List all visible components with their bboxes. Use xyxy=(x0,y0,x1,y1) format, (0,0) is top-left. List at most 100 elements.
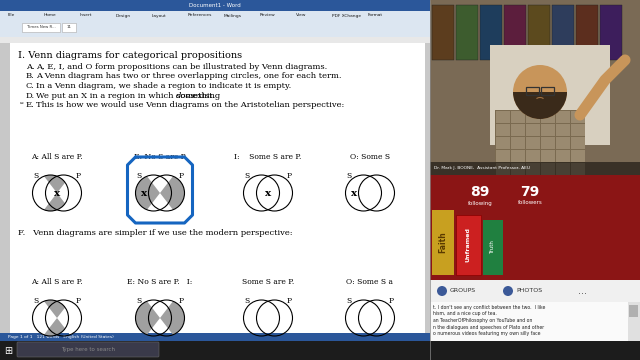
Text: E.: E. xyxy=(26,101,35,109)
Text: x: x xyxy=(54,189,60,198)
Text: P: P xyxy=(388,297,394,305)
Text: S: S xyxy=(33,297,39,305)
Text: E: No S are P: E: No S are P xyxy=(134,153,186,161)
Text: Page 1 of 1   121 words   English (United States): Page 1 of 1 121 words English (United St… xyxy=(8,335,114,339)
Text: A.: A. xyxy=(26,63,35,71)
Bar xyxy=(430,0,640,175)
Text: ...: ... xyxy=(578,286,587,296)
Text: S: S xyxy=(346,297,352,305)
Text: A, E, I, and O form propositions can be illustrated by Venn diagrams.: A, E, I, and O form propositions can be … xyxy=(36,63,327,71)
Bar xyxy=(0,43,430,333)
Text: 89: 89 xyxy=(470,185,490,199)
Bar xyxy=(0,20,430,37)
Text: We put an X in a region in which something: We put an X in a region in which somethi… xyxy=(36,91,223,99)
Text: References: References xyxy=(188,13,212,18)
Text: Faith: Faith xyxy=(438,231,447,253)
Text: S: S xyxy=(33,172,39,180)
Bar xyxy=(495,110,496,175)
Bar xyxy=(0,333,430,341)
Text: View: View xyxy=(296,13,307,18)
Bar xyxy=(0,43,10,333)
Text: S: S xyxy=(136,172,141,180)
Bar xyxy=(483,220,503,275)
Text: D.: D. xyxy=(26,91,35,99)
Text: Some S are P.: Some S are P. xyxy=(242,278,294,286)
Text: S: S xyxy=(244,297,250,305)
Text: Document1 - Word: Document1 - Word xyxy=(189,3,241,8)
Text: O: Some S a: O: Some S a xyxy=(346,278,394,286)
Bar xyxy=(0,341,640,360)
Text: exist.: exist. xyxy=(189,91,215,99)
Bar xyxy=(22,23,60,32)
Circle shape xyxy=(33,300,68,336)
Bar xyxy=(495,110,585,111)
Bar xyxy=(0,11,430,20)
Text: Dr. Mark J. BOONE,  Assistant Professor, AEU: Dr. Mark J. BOONE, Assistant Professor, … xyxy=(434,166,530,171)
Text: File: File xyxy=(8,13,15,18)
Text: Mailings: Mailings xyxy=(224,13,242,18)
Circle shape xyxy=(437,286,447,296)
Bar xyxy=(0,37,430,43)
Text: B.: B. xyxy=(26,72,35,81)
Bar xyxy=(526,87,539,95)
Text: t. I don't see any conflict between the two.  I like: t. I don't see any conflict between the … xyxy=(433,305,545,310)
Text: hism, and a nice cup of tea.: hism, and a nice cup of tea. xyxy=(433,311,497,316)
Bar xyxy=(490,45,610,145)
Text: A: All S are P.: A: All S are P. xyxy=(31,153,83,161)
Text: S: S xyxy=(346,172,352,180)
Bar xyxy=(430,280,640,302)
Text: P: P xyxy=(76,172,81,180)
Text: P: P xyxy=(179,172,184,180)
Text: Design: Design xyxy=(116,13,131,18)
Text: 11: 11 xyxy=(67,26,72,30)
Bar xyxy=(555,110,556,175)
Bar xyxy=(504,5,526,60)
Text: I:    Some S are P.: I: Some S are P. xyxy=(234,153,301,161)
Text: Truth: Truth xyxy=(490,240,495,254)
Text: P: P xyxy=(286,297,291,305)
Text: following: following xyxy=(468,201,493,206)
Text: E: No S are P.   I:: E: No S are P. I: xyxy=(127,278,193,286)
Polygon shape xyxy=(136,301,184,335)
Text: does: does xyxy=(176,91,195,99)
Text: GROUPS: GROUPS xyxy=(450,288,476,293)
Circle shape xyxy=(513,65,567,119)
Text: A: All S are P.: A: All S are P. xyxy=(31,278,83,286)
Bar xyxy=(495,149,585,150)
Bar xyxy=(570,110,571,175)
Text: S: S xyxy=(136,297,141,305)
Text: Review: Review xyxy=(260,13,276,18)
Text: P: P xyxy=(179,297,184,305)
Bar xyxy=(495,136,585,137)
Bar xyxy=(0,36,430,37)
Bar xyxy=(495,110,585,175)
Text: x: x xyxy=(351,189,356,198)
Text: F.   Venn diagrams are simpler if we use the modern perspective:: F. Venn diagrams are simpler if we use t… xyxy=(18,229,292,237)
Bar xyxy=(0,42,430,43)
Bar xyxy=(430,302,628,341)
Text: ⊞: ⊞ xyxy=(4,346,12,356)
Text: This is how we would use Venn diagrams on the Aristotelian perspective:: This is how we would use Venn diagrams o… xyxy=(36,101,344,109)
Bar xyxy=(430,162,640,175)
Text: Home: Home xyxy=(44,13,57,18)
Circle shape xyxy=(503,286,513,296)
Bar xyxy=(0,0,430,11)
Bar xyxy=(525,110,526,175)
Text: x: x xyxy=(265,189,271,198)
Text: n the dialogues and speeches of Plato and other: n the dialogues and speeches of Plato an… xyxy=(433,324,544,329)
Text: Insert: Insert xyxy=(80,13,93,18)
Bar xyxy=(456,5,478,60)
Wedge shape xyxy=(513,92,567,119)
Text: Format: Format xyxy=(368,13,383,18)
Polygon shape xyxy=(33,176,81,210)
Bar xyxy=(456,215,481,275)
Text: P: P xyxy=(286,172,291,180)
Bar xyxy=(600,5,622,60)
Text: Layout: Layout xyxy=(152,13,167,18)
Text: followers: followers xyxy=(518,201,543,206)
Text: In a Venn diagram, we shade a region to indicate it is empty.: In a Venn diagram, we shade a region to … xyxy=(36,82,291,90)
Text: ✏: ✏ xyxy=(20,101,24,106)
Text: P: P xyxy=(76,297,81,305)
FancyBboxPatch shape xyxy=(17,342,159,357)
Bar xyxy=(432,210,454,275)
